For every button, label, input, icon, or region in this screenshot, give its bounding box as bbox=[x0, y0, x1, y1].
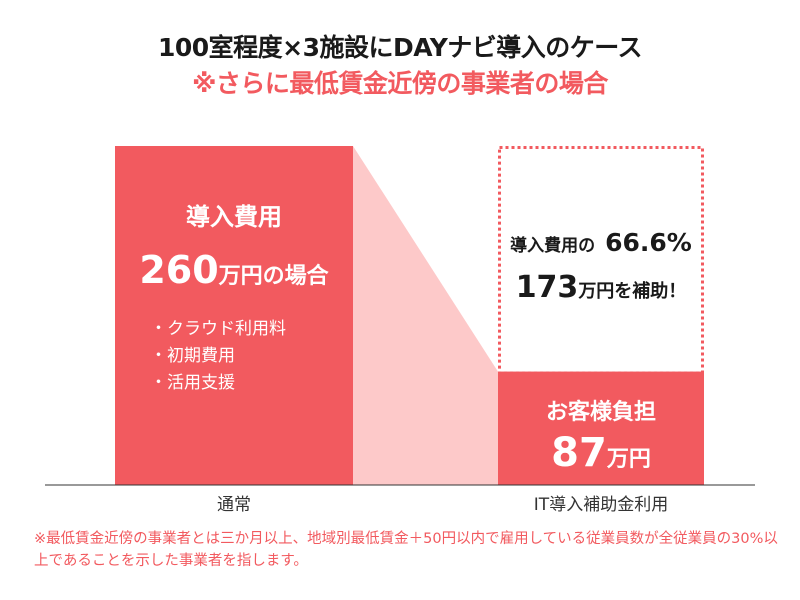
left-bar-amount: 260万円の場合 bbox=[115, 248, 353, 292]
left-bar-amount-value: 260 bbox=[139, 248, 219, 292]
bar-customer-burden bbox=[498, 371, 704, 485]
bar-subsidy-region bbox=[498, 146, 704, 375]
page-subtitle: ※さらに最低賃金近傍の事業者の場合 bbox=[192, 69, 608, 98]
x-label-normal: 通常 bbox=[217, 495, 251, 515]
subsidy-amount-line: 173万円を補助！ bbox=[498, 270, 704, 305]
list-item: クラウド利用料 bbox=[150, 316, 286, 343]
customer-burden-amount: 87万円 bbox=[498, 430, 704, 476]
list-item: 初期費用 bbox=[150, 343, 286, 370]
left-bar-amount-suffix: 万円の場合 bbox=[218, 264, 329, 289]
subsidy-label: 導入費用の bbox=[510, 236, 596, 256]
customer-amount-value: 87 bbox=[551, 430, 607, 476]
customer-burden-title: お客様負担 bbox=[545, 400, 656, 425]
customer-amount-unit: 万円 bbox=[606, 447, 651, 472]
connector-shape bbox=[353, 146, 498, 485]
x-label-subsidy: IT導入補助金利用 bbox=[533, 495, 669, 515]
left-bar-title: 導入費用 bbox=[186, 203, 282, 231]
subsidy-rate-line: 導入費用の 66.6% bbox=[498, 228, 704, 257]
subsidy-suffix: 万円を補助！ bbox=[578, 281, 687, 302]
footnote: ※最低賃金近傍の事業者とは三か月以上、地域別最低賃金＋50円以内で雇用している従… bbox=[34, 531, 778, 569]
page-title: 100室程度×3施設にDAYナビ導入のケース bbox=[157, 33, 643, 62]
left-bar-items: クラウド利用料 初期費用 活用支援 bbox=[150, 316, 286, 397]
list-item: 活用支援 bbox=[150, 370, 286, 397]
subsidy-rate: 66.6% bbox=[605, 228, 692, 257]
subsidy-amount: 173 bbox=[515, 270, 579, 305]
